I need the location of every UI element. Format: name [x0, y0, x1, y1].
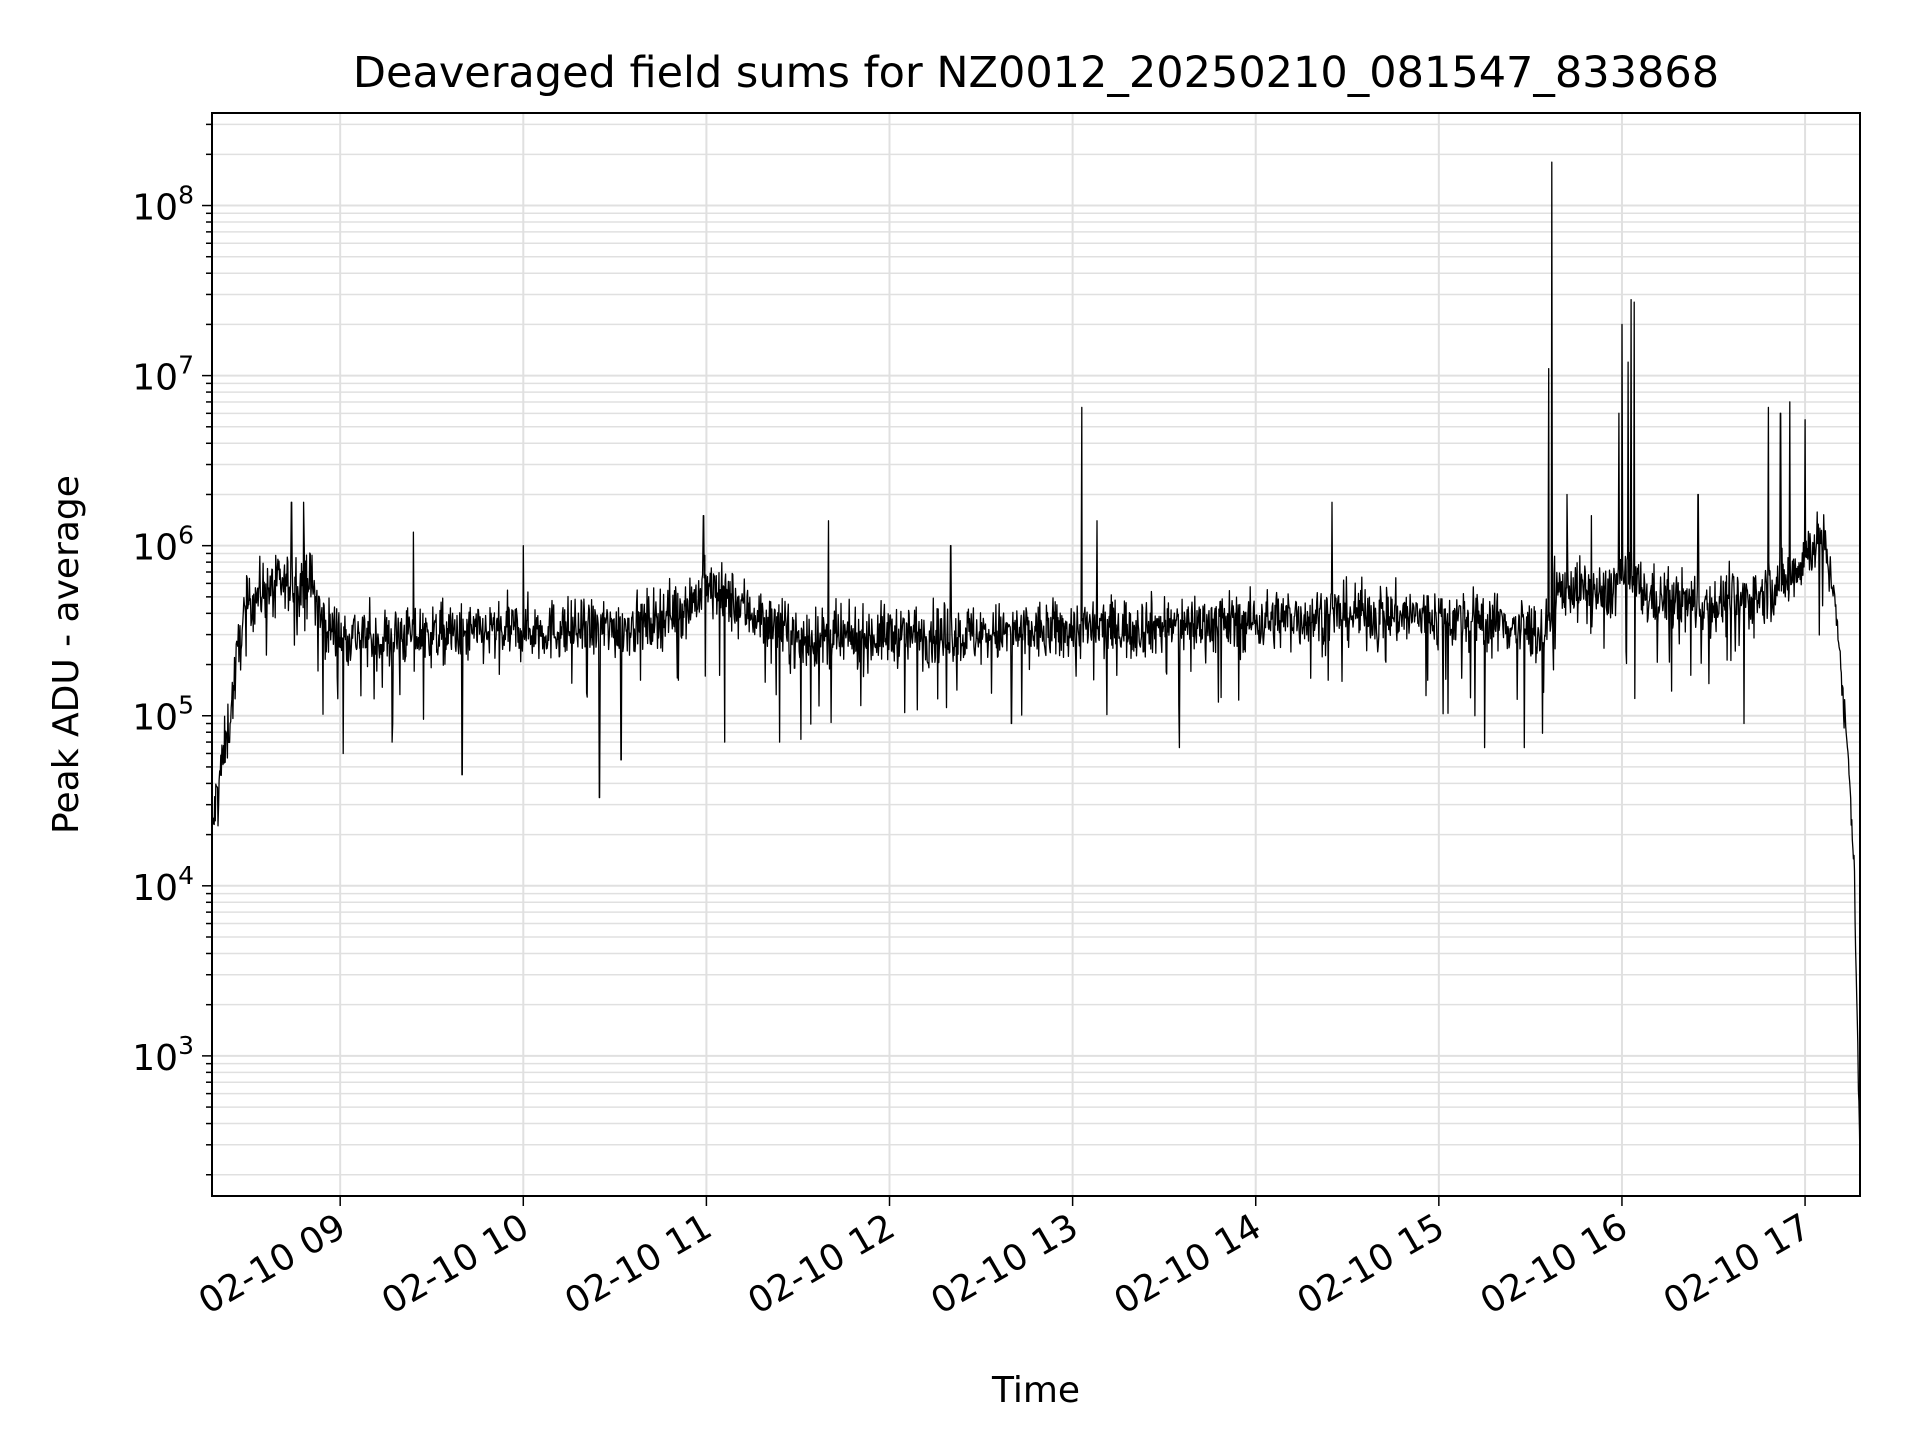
plot-frame: [211, 112, 1861, 1197]
y-tick-base: 10: [132, 1038, 178, 1079]
y-tick-exponent: 4: [178, 861, 194, 890]
y-tick-base: 10: [132, 188, 178, 229]
series: [211, 161, 1861, 1168]
y-tick-exponent: 3: [178, 1031, 194, 1060]
x-axis-label: Time: [991, 1370, 1080, 1411]
y-tick-label: 107: [132, 351, 194, 399]
y-tick-base: 10: [132, 358, 178, 399]
y-tick-label: 104: [132, 861, 194, 909]
y-tick-base: 10: [132, 698, 178, 739]
y-tick-exponent: 7: [178, 351, 194, 380]
y-tick-label: 106: [132, 521, 194, 569]
y-tick-base: 10: [132, 528, 178, 569]
y-tick-base: 10: [132, 868, 178, 909]
y-tick-exponent: 8: [178, 181, 194, 210]
series-line: [211, 161, 1861, 1168]
grid: [212, 113, 1860, 1196]
y-tick-exponent: 6: [178, 521, 194, 550]
y-tick-label: 108: [132, 181, 194, 229]
y-tick-label: 103: [132, 1031, 194, 1079]
y-axis-label: Peak ADU - average: [46, 475, 87, 834]
y-tick-exponent: 5: [178, 691, 194, 720]
chart-title: Deaveraged field sums for NZ0012_2025021…: [353, 48, 1719, 98]
y-tick-label: 105: [132, 691, 194, 739]
